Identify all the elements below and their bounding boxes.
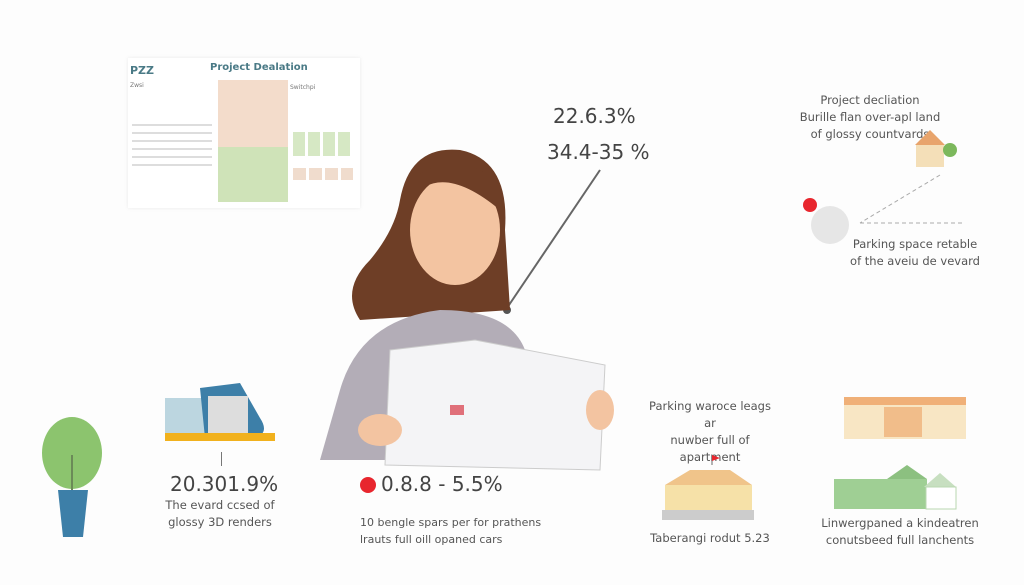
left-stat-value: 20.301.9% — [170, 472, 279, 496]
school-caption: Taberangi rodut 5.23 — [650, 531, 770, 545]
apartment-building-icon — [844, 397, 966, 439]
document-code: PZZ — [130, 64, 155, 77]
house-diagram — [803, 130, 965, 244]
document-text — [132, 118, 212, 172]
red-dot-icon — [360, 477, 376, 493]
face — [410, 175, 500, 285]
swatches — [293, 132, 353, 156]
left-stat-caption: The evard ccsed of glossy 3D renders — [165, 498, 275, 529]
hand-right — [586, 390, 614, 430]
parking-right-caption: Parking space retable of the aveiu de ve… — [850, 237, 980, 268]
plant-icon — [42, 417, 102, 537]
top-right-caption: Project decliation Burille flan over-apl… — [790, 92, 950, 143]
map-label: Zwsi — [130, 82, 144, 89]
hand-left — [358, 414, 402, 446]
flag-icon — [712, 455, 720, 461]
site-map — [218, 80, 288, 202]
pointer-line — [506, 169, 601, 309]
woman-reading-illustration — [320, 149, 614, 471]
document-title: Project Dealation — [210, 62, 308, 73]
swatches-2 — [293, 168, 353, 180]
garage-icon — [165, 383, 275, 441]
center-stat-value: 0.8.8 - 5.5% — [381, 472, 503, 496]
caption-line: of glossy countvards — [810, 127, 930, 141]
kindergarten-caption: Linwergpaned a kindeatren conutsbeed full… — [821, 516, 979, 547]
red-marker — [803, 198, 817, 212]
side-label: Switchpi — [290, 84, 316, 91]
house-icon — [916, 145, 944, 167]
tree-icon — [943, 143, 957, 157]
divider — [221, 452, 222, 466]
stat-top-1: 22.6.3% — [553, 104, 636, 128]
project-document: PZZ Project Dealation Zwsi Switchpi — [128, 58, 360, 208]
parking-wheel-icon — [811, 206, 849, 244]
kindergarten-building-icon — [834, 465, 957, 510]
newspaper — [384, 339, 606, 471]
stat-top-2: 34.4-35 % — [547, 140, 650, 164]
house-roof — [915, 130, 945, 145]
caption-line: Burille flan over-apl land — [799, 110, 941, 124]
parking-mid-caption: Parking waroce leags ar nuwber full of ap… — [649, 399, 771, 464]
school-building-icon — [662, 455, 754, 520]
center-stat-caption: 10 bengle spars per for prathens lrauts f… — [360, 516, 542, 546]
caption-line: Project decliation — [820, 93, 920, 107]
